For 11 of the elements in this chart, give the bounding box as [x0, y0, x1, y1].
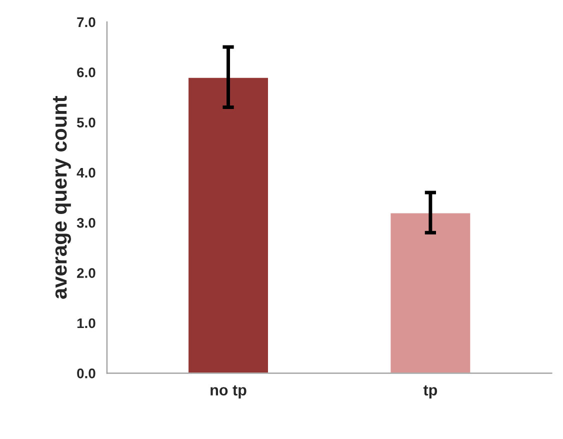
x-tick-label: tp	[423, 385, 438, 399]
y-tick-label: 7.0	[77, 17, 96, 28]
x-tick-label: no tp	[210, 385, 246, 399]
y-tick-label: 5.0	[76, 118, 96, 128]
y-tick-label: 3.0	[76, 218, 96, 228]
y-tick-label: 1.0	[77, 318, 96, 328]
y-tick-label: 6.0	[77, 67, 96, 78]
y-tick-label: 0.0	[77, 368, 96, 378]
y-axis-title: average query count	[52, 96, 71, 299]
y-tick-label: 2.0	[77, 268, 96, 278]
y-tick-label: 4.0	[76, 168, 96, 178]
